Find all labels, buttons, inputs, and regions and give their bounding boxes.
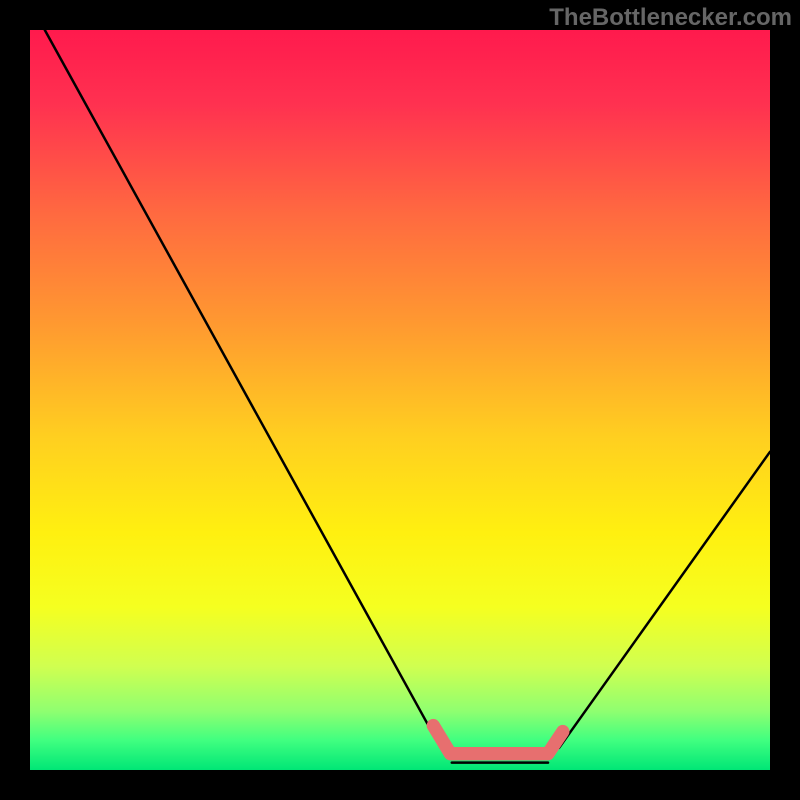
left-curve [45, 30, 441, 748]
plot-area [30, 30, 770, 770]
chart-container: { "watermark": { "text": "TheBottlenecke… [0, 0, 800, 800]
watermark-text: TheBottlenecker.com [549, 4, 792, 32]
right-curve [559, 452, 770, 748]
marker-band [433, 726, 562, 754]
curves-layer [30, 30, 770, 770]
